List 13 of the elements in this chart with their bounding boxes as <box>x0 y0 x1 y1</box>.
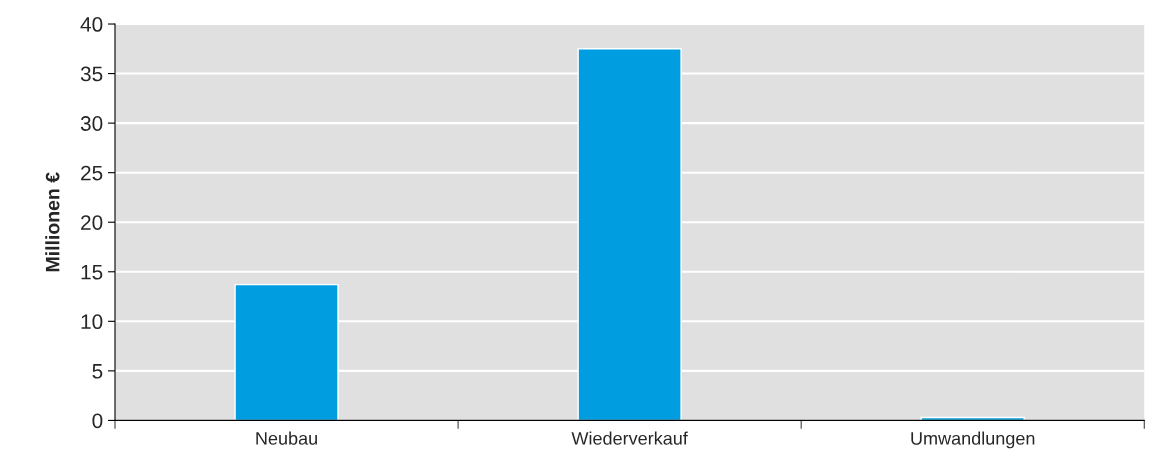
y-tick-label: 5 <box>92 364 103 379</box>
y-tick-label: 20 <box>81 215 103 230</box>
x-tick-label: Umwandlungen <box>911 431 1035 449</box>
x-tick-label: Wiederverkauf <box>571 431 688 445</box>
y-tick-label: 10 <box>81 314 103 330</box>
x-tick-label: Neubau <box>256 431 317 445</box>
y-tick-label: 30 <box>80 116 103 131</box>
y-tick-label: 35 <box>80 66 103 82</box>
y-tick-label: 25 <box>81 165 103 181</box>
y-tick-label: 40 <box>80 17 103 32</box>
y-axis-title: Millionen € <box>45 172 60 272</box>
y-tick-label: 0 <box>92 413 103 429</box>
y-tick-label: 15 <box>81 264 103 280</box>
